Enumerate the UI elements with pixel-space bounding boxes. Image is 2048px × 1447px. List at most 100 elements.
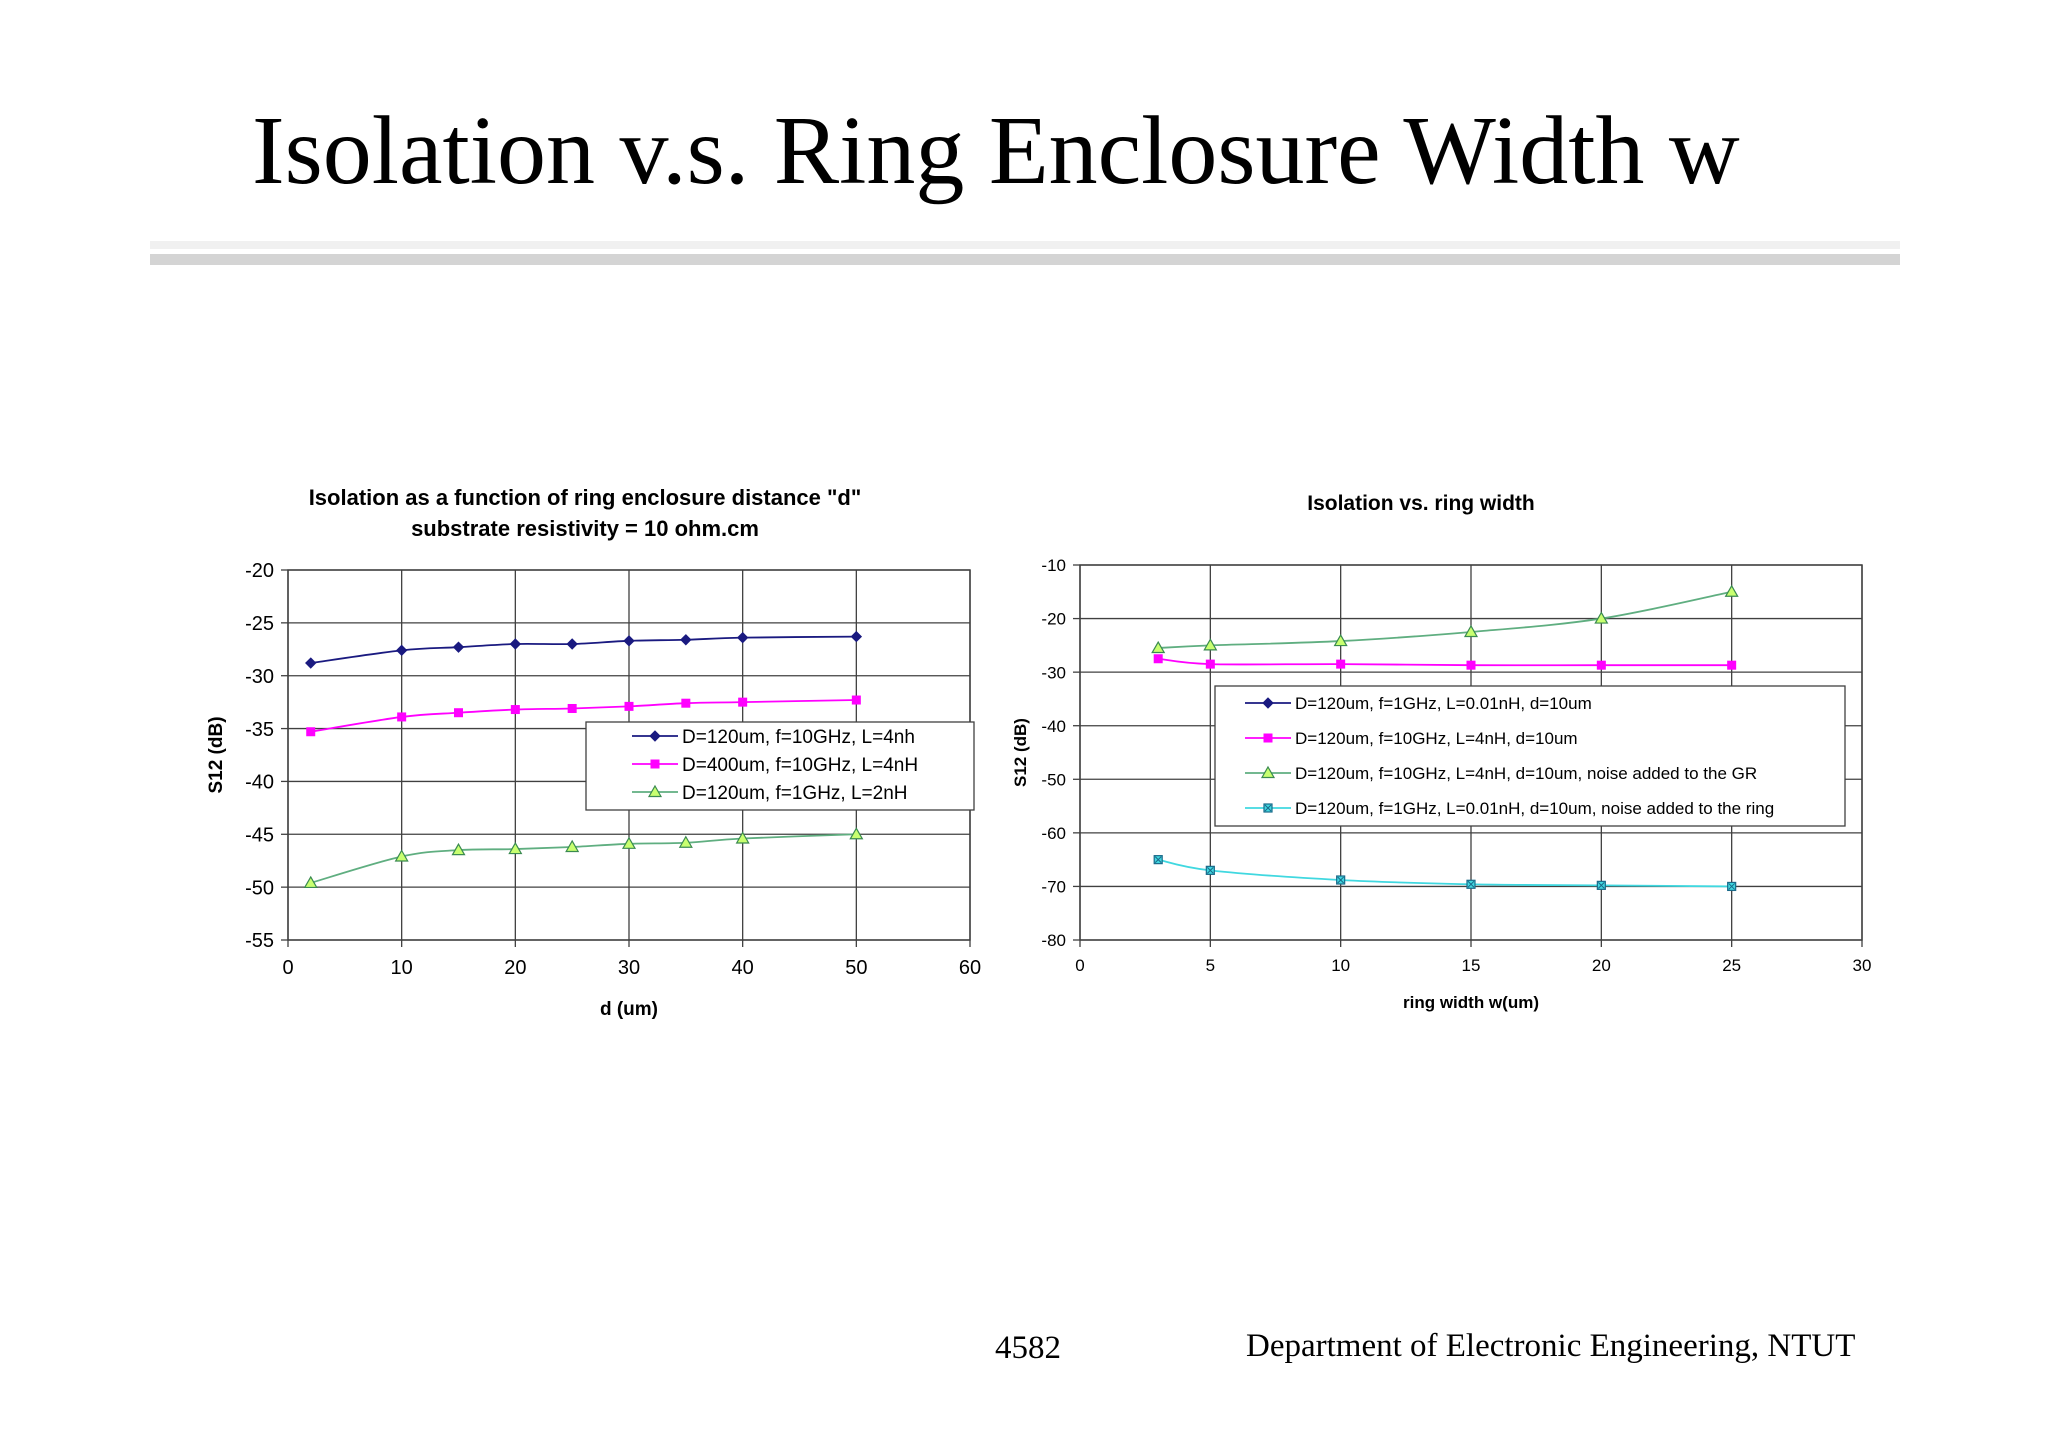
data-point-6 <box>1727 660 1737 670</box>
y-tick-label: -10 <box>1041 556 1066 575</box>
title-divider-light <box>150 241 1900 249</box>
legend-label: D=120um, f=1GHz, L=0.01nH, d=10um <box>1295 694 1592 713</box>
data-point-8 <box>736 631 749 644</box>
data-point-8 <box>735 831 750 844</box>
legend-label: D=120um, f=10GHz, L=4nH, d=10um, noise a… <box>1295 764 1757 783</box>
data-point-5 <box>1594 611 1609 624</box>
legend-label: D=120um, f=1GHz, L=0.01nH, d=10um, noise… <box>1295 799 1774 818</box>
series-2 <box>1153 654 1737 670</box>
x-tick-label: 0 <box>1075 956 1084 975</box>
data-point-6-cross <box>1728 883 1736 890</box>
data-point-legend-2 <box>1263 733 1273 743</box>
data-point-6 <box>1724 584 1739 597</box>
data-point-4 <box>1466 660 1476 670</box>
data-point-8 <box>738 697 748 707</box>
x-axis-label: ring width w(um) <box>1403 993 1539 1012</box>
legend: D=120um, f=1GHz, L=0.01nH, d=10um D=120um… <box>1214 685 1846 827</box>
data-point-4 <box>509 638 522 650</box>
data-point-3 <box>452 641 465 653</box>
x-tick-label: 60 <box>959 957 981 979</box>
series-3 <box>1151 584 1739 654</box>
data-point-2 <box>1205 659 1215 669</box>
data-point-4 <box>508 841 523 855</box>
y-tick-label: -20 <box>245 560 274 582</box>
chart-title: Isolation vs. ring width <box>1307 492 1535 515</box>
x-tick-label: 20 <box>1592 956 1611 975</box>
data-point-1 <box>1151 640 1166 654</box>
data-point-4 <box>1463 624 1479 638</box>
data-point-legend-3 <box>1260 765 1276 779</box>
y-tick-label: -35 <box>245 719 274 741</box>
y-tick-label: -25 <box>245 613 274 635</box>
x-tick-label: 10 <box>391 957 413 979</box>
data-point-legend-1 <box>1262 697 1274 709</box>
y-tick-label: -40 <box>245 772 274 794</box>
data-point-6 <box>621 836 637 849</box>
x-tick-label: 40 <box>732 957 754 979</box>
legend: D=120um, f=10GHz, L=4nh D=400um, f=10GHz,… <box>585 721 975 811</box>
x-tick-label: 5 <box>1206 956 1215 975</box>
data-point-legend-1 <box>649 730 661 742</box>
y-tick-label: -45 <box>245 824 274 846</box>
x-axis-label: d (um) <box>600 999 658 1020</box>
series-4 <box>1153 855 1737 892</box>
page-number: 4582 <box>995 1330 1061 1366</box>
data-point-7 <box>681 698 691 708</box>
data-point-legend-3 <box>647 784 663 798</box>
footer-department: Department of Electronic Engineering, NT… <box>1246 1328 1856 1364</box>
data-point-legend-2 <box>650 759 660 769</box>
data-point-7 <box>680 634 692 646</box>
y-tick-label: -60 <box>1041 824 1066 843</box>
y-tick-label: -50 <box>245 877 274 899</box>
data-point-2 <box>395 644 408 657</box>
data-point-5 <box>565 839 580 853</box>
data-point-5 <box>566 638 578 650</box>
data-point-5 <box>567 703 577 713</box>
data-point-4 <box>510 705 520 715</box>
data-point-2-cross <box>1206 867 1214 874</box>
series-1 <box>305 630 863 669</box>
data-point-3 <box>451 842 466 856</box>
data-point-9 <box>849 827 864 840</box>
data-point-3 <box>1336 659 1346 669</box>
series-3 <box>303 827 864 889</box>
y-tick-label: -20 <box>1041 610 1066 629</box>
slide-title: Isolation v.s. Ring Enclosure Width w <box>252 97 1740 205</box>
y-tick-label: -50 <box>1041 770 1066 789</box>
legend-box <box>1214 685 1846 827</box>
data-point-1 <box>305 657 317 669</box>
data-point-legend-4-cross <box>1264 804 1272 812</box>
x-tick-label: 20 <box>504 957 526 979</box>
data-point-4-cross <box>1467 880 1475 888</box>
y-axis-label: S12 (dB) <box>206 716 227 793</box>
data-point-6 <box>624 701 634 711</box>
chart-subtitle: substrate resistivity = 10 ohm.cm <box>411 516 759 541</box>
y-tick-label: -30 <box>1041 663 1066 682</box>
y-tick-label: -40 <box>1041 717 1066 736</box>
legend-label: D=120um, f=10GHz, L=4nH, d=10um <box>1295 729 1578 748</box>
x-tick-label: 0 <box>282 957 293 979</box>
data-point-6 <box>623 635 635 647</box>
title-divider-dark <box>150 254 1900 265</box>
x-tick-label: 30 <box>1853 956 1872 975</box>
data-point-5-cross <box>1597 882 1605 889</box>
data-point-1-cross <box>1154 856 1162 863</box>
x-tick-label: 15 <box>1462 956 1481 975</box>
legend-label: D=120um, f=1GHz, L=2nH <box>682 783 908 804</box>
y-tick-label: -30 <box>245 666 274 688</box>
x-tick-label: 50 <box>845 957 867 979</box>
y-tick-label: -70 <box>1041 878 1066 897</box>
x-tick-label: 25 <box>1722 956 1741 975</box>
data-point-2 <box>1203 638 1218 651</box>
y-tick-label: -80 <box>1041 931 1066 950</box>
chart-1: -20 -25 -30 -35 -40 -45 -50 -55 0 10 20 30 40 50 60 Iso… <box>206 485 981 1020</box>
x-tick-label: 10 <box>1331 956 1350 975</box>
data-point-3-cross <box>1337 876 1345 884</box>
data-point-7 <box>678 835 693 848</box>
legend-label: D=120um, f=10GHz, L=4nh <box>682 727 915 748</box>
x-tick-label: 30 <box>618 957 640 979</box>
data-point-9 <box>850 630 863 643</box>
y-tick-label: -55 <box>245 930 274 952</box>
data-point-2 <box>394 849 409 862</box>
chart-2: -10 -20 -30 -40 -50 -60 -70 -80 0 5 10 15 20 25 30 Isol… <box>1011 492 1871 1012</box>
